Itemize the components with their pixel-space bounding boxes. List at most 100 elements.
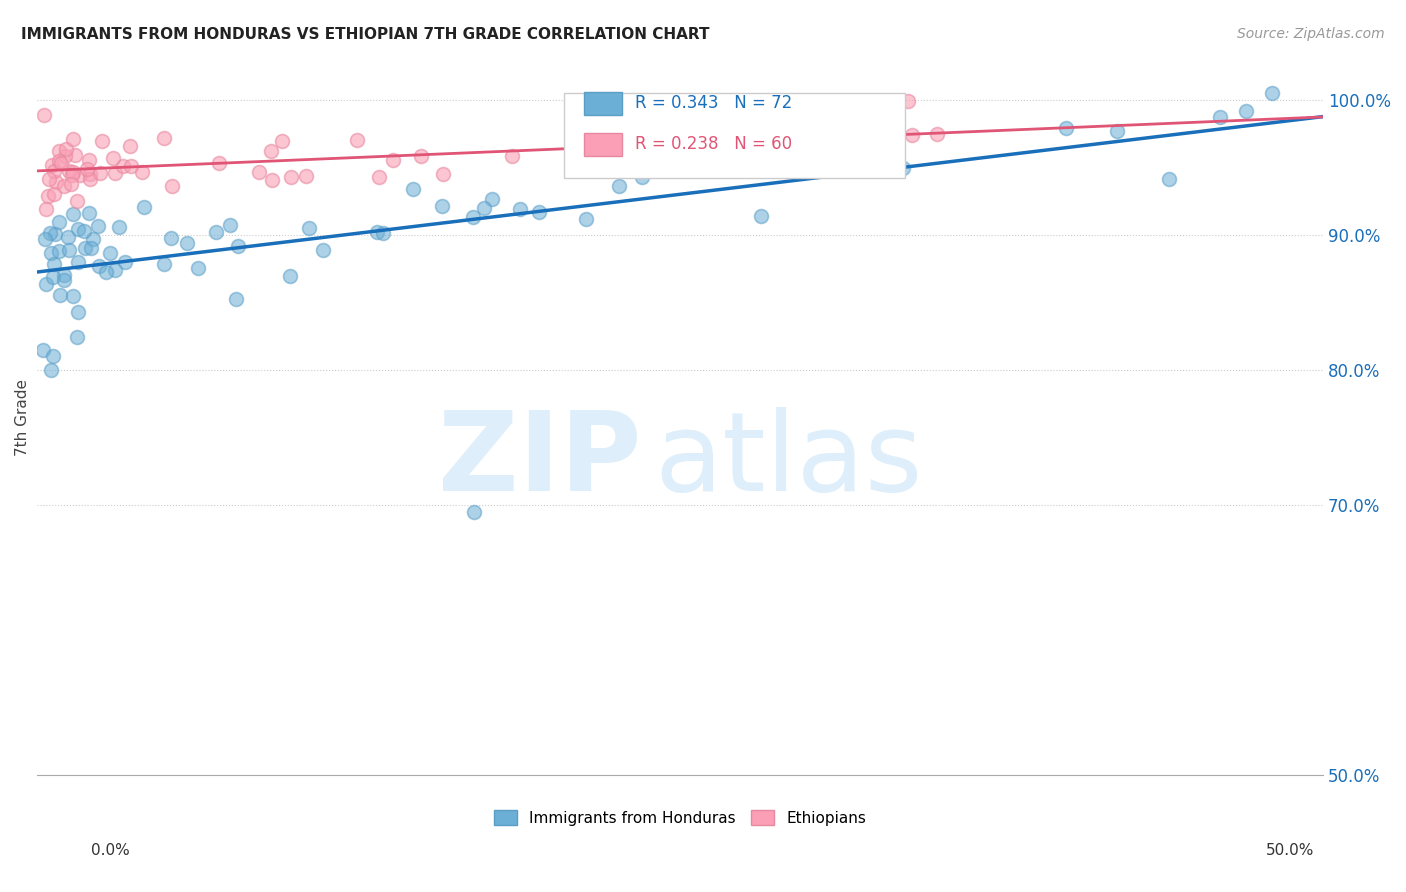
Point: [644, 117, 666, 131]
Bar: [583, 133, 623, 156]
Point: [271, 134, 294, 148]
Point: [53, 179, 76, 194]
Point: [101, 152, 124, 166]
Point: [42, 164, 65, 178]
Point: [42, 269, 65, 284]
Point: [891, 161, 914, 176]
Text: ZIP: ZIP: [439, 407, 641, 514]
Point: [66, 222, 89, 236]
Point: [39, 363, 62, 377]
Text: R = 0.343   N = 72: R = 0.343 N = 72: [636, 94, 792, 112]
Point: [100, 245, 122, 260]
Y-axis label: 7th Grade: 7th Grade: [15, 379, 30, 456]
Point: [87, 219, 110, 233]
Point: [66, 305, 89, 319]
Point: [295, 169, 318, 183]
Text: atlas: atlas: [654, 407, 922, 514]
Point: [44, 175, 66, 189]
Point: [114, 255, 136, 269]
Point: [58, 164, 80, 178]
Point: [280, 170, 302, 185]
Point: [849, 153, 872, 168]
Point: [1157, 172, 1180, 186]
Point: [463, 505, 485, 519]
Point: [90, 135, 112, 149]
Point: [104, 166, 127, 180]
Point: [48, 153, 70, 168]
Point: [48, 145, 70, 159]
Point: [34, 108, 56, 122]
Point: [118, 138, 141, 153]
Point: [56, 229, 79, 244]
Point: [89, 166, 111, 180]
Point: [32, 343, 55, 357]
Point: [160, 179, 183, 194]
Point: [104, 263, 127, 277]
Point: [367, 169, 389, 184]
Point: [34, 232, 56, 246]
Point: [366, 225, 388, 239]
Point: [381, 153, 404, 168]
Point: [77, 205, 100, 219]
Point: [631, 169, 654, 184]
Point: [80, 241, 103, 255]
Text: R = 0.238   N = 60: R = 0.238 N = 60: [636, 135, 792, 153]
Point: [461, 210, 484, 224]
Point: [208, 155, 231, 169]
Point: [41, 246, 63, 260]
Point: [76, 161, 98, 176]
Point: [62, 165, 84, 179]
Point: [658, 122, 681, 136]
Point: [260, 144, 283, 158]
Point: [62, 207, 84, 221]
Point: [278, 269, 301, 284]
Point: [37, 189, 59, 203]
Point: [44, 227, 66, 241]
Point: [575, 212, 598, 227]
Point: [44, 186, 66, 201]
Point: [48, 214, 70, 228]
Point: [94, 265, 117, 279]
Point: [527, 204, 550, 219]
Point: [131, 165, 153, 179]
Point: [89, 259, 111, 273]
Point: [77, 153, 100, 167]
Point: [160, 231, 183, 245]
Text: 50.0%: 50.0%: [1267, 843, 1315, 857]
Point: [52, 273, 75, 287]
Point: [187, 261, 209, 276]
Point: [402, 181, 425, 195]
Point: [34, 277, 56, 291]
Point: [65, 194, 87, 208]
Point: [63, 147, 86, 161]
Point: [111, 160, 134, 174]
Point: [53, 149, 76, 163]
FancyBboxPatch shape: [564, 94, 905, 178]
Point: [75, 241, 97, 255]
Point: [562, 126, 585, 140]
Point: [1107, 124, 1129, 138]
Point: [153, 131, 176, 145]
Point: [501, 149, 523, 163]
Point: [1260, 87, 1282, 101]
Point: [55, 143, 77, 157]
Point: [34, 202, 56, 216]
Point: [79, 172, 101, 186]
Point: [481, 192, 503, 206]
Point: [927, 128, 949, 142]
Point: [751, 209, 773, 223]
Point: [38, 172, 60, 186]
Point: [432, 167, 454, 181]
Point: [49, 156, 72, 170]
Point: [650, 99, 672, 113]
Point: [474, 201, 496, 215]
Bar: [583, 92, 623, 115]
Legend: Immigrants from Honduras, Ethiopians: Immigrants from Honduras, Ethiopians: [494, 810, 866, 826]
Point: [42, 350, 65, 364]
Point: [797, 163, 820, 178]
Point: [41, 158, 63, 172]
Point: [219, 218, 242, 232]
Point: [312, 243, 335, 257]
Point: [48, 244, 70, 259]
Point: [900, 128, 922, 142]
